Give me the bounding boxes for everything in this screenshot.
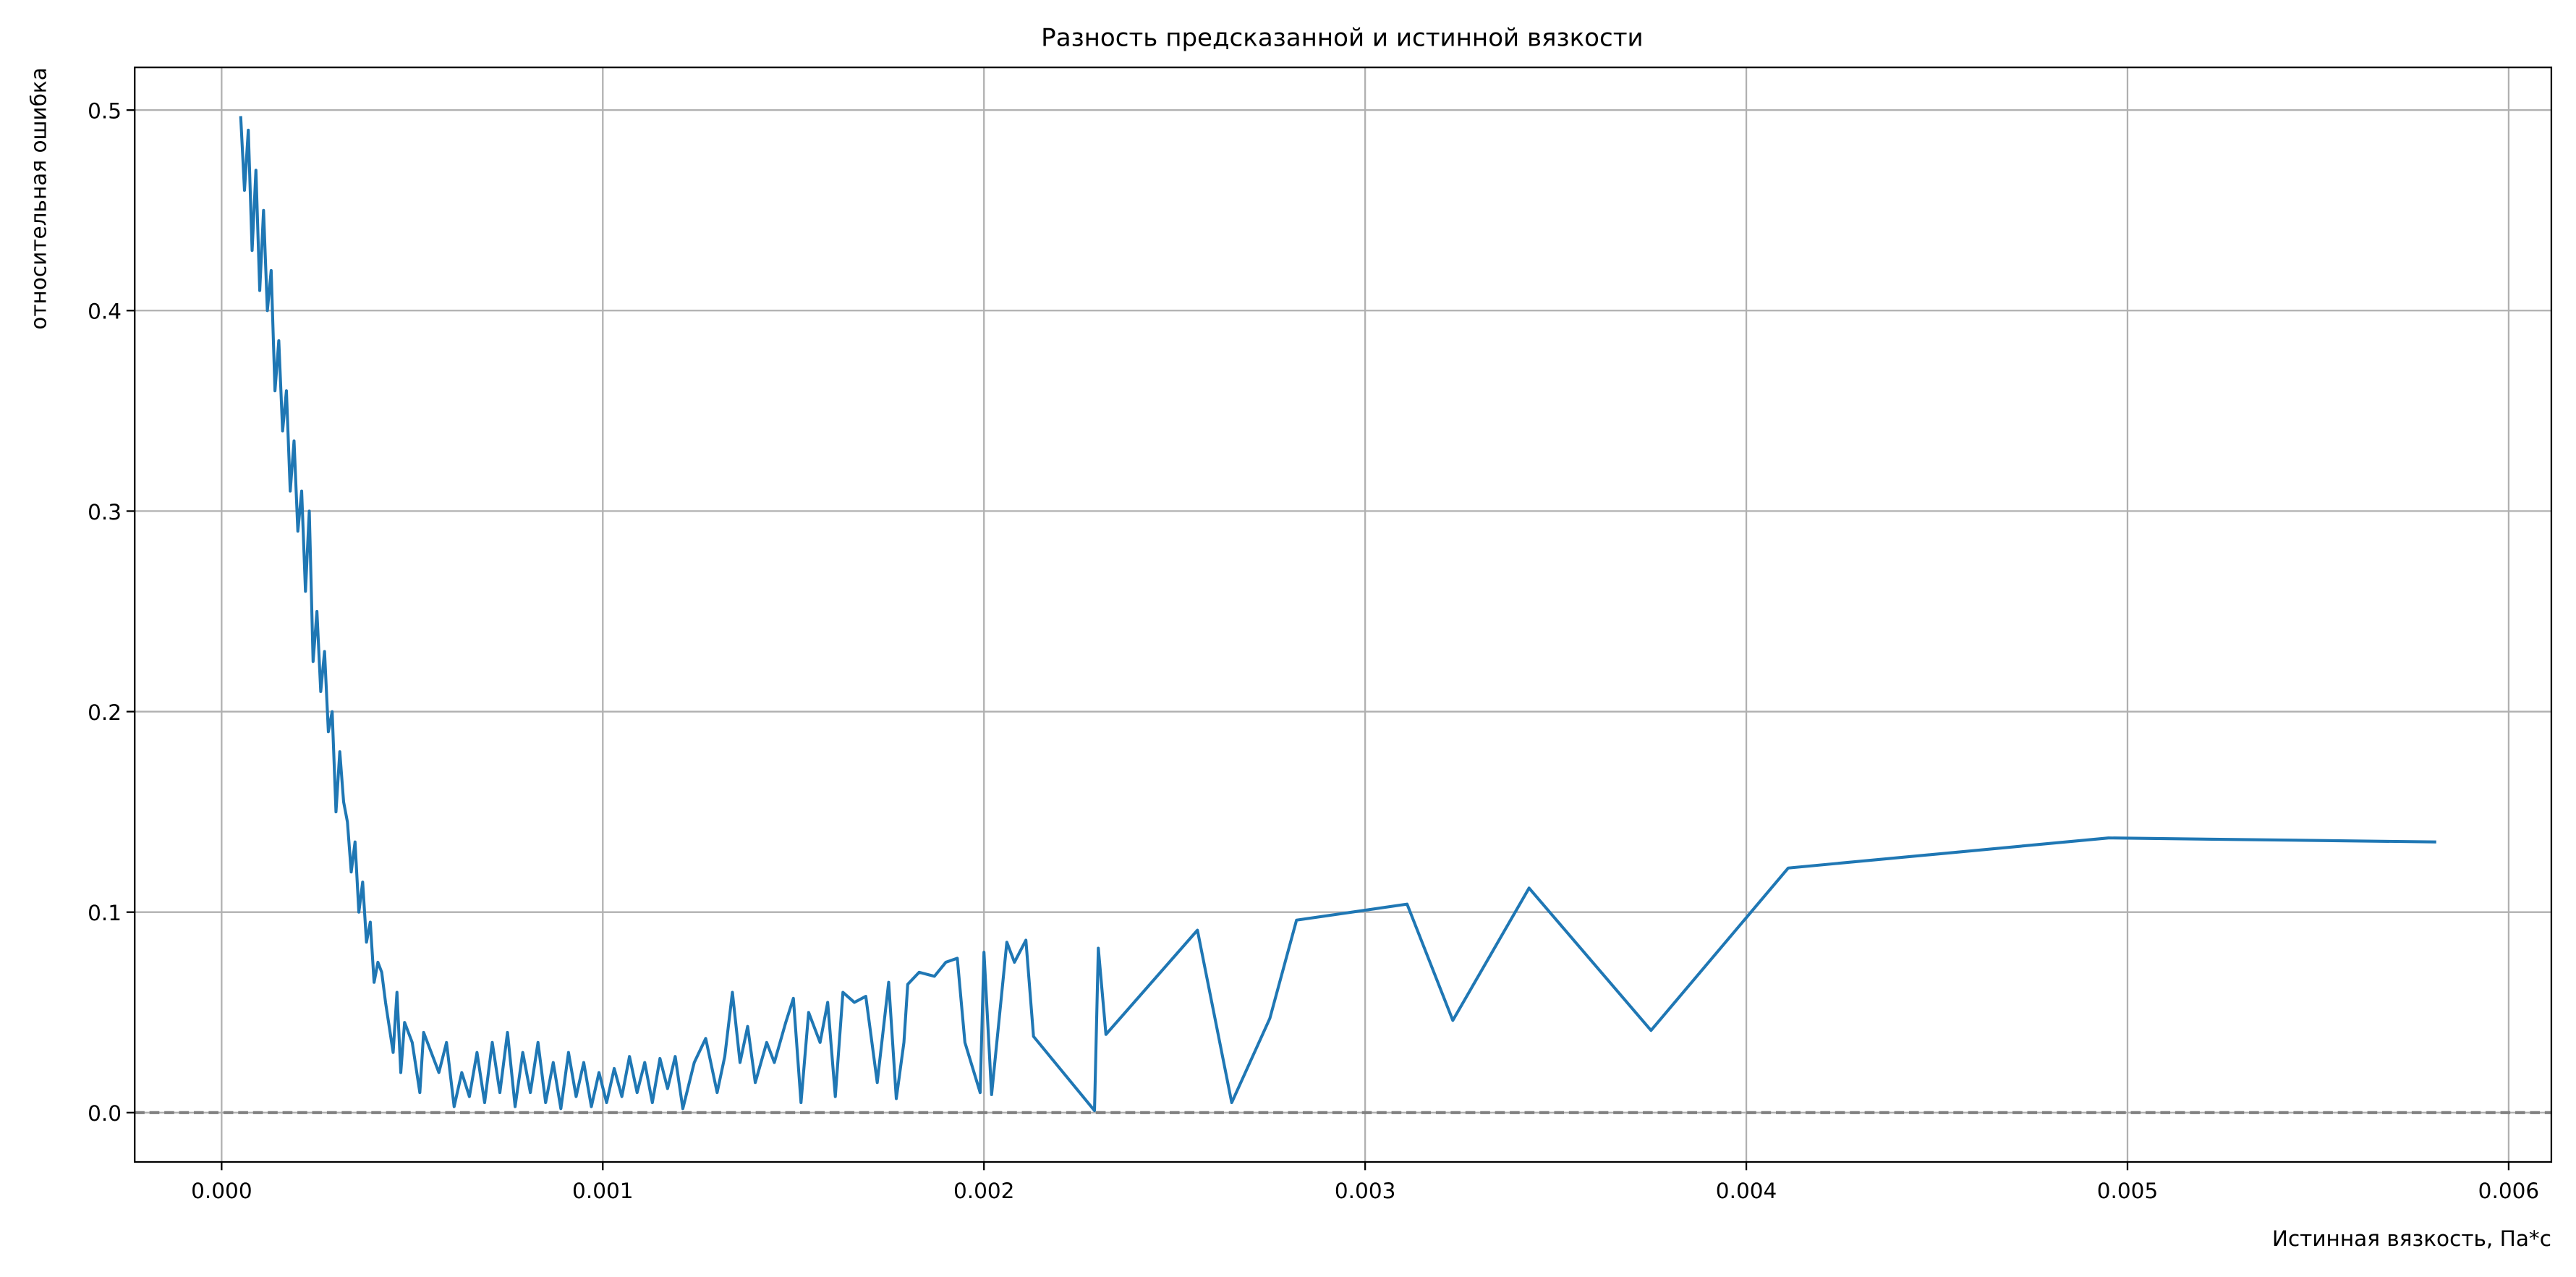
x-tick-label: 0.003 [1335,1179,1395,1203]
y-tick-label: 0.0 [88,1101,122,1126]
y-tick-label: 0.5 [88,99,122,124]
x-tick-label: 0.004 [1716,1179,1777,1203]
x-tick-label: 0.001 [572,1179,633,1203]
plot-frame [134,66,2553,1163]
x-tick-label: 0.006 [2478,1179,2539,1203]
x-tick-label: 0.002 [953,1179,1014,1203]
x-tick-label: 0.000 [191,1179,252,1203]
y-axis-label: относительная ошибка [27,67,51,330]
y-tick-label: 0.4 [88,300,122,324]
y-tick-label: 0.3 [88,500,122,525]
y-tick-label: 0.2 [88,700,122,725]
x-tick-label: 0.005 [2097,1179,2158,1203]
chart-title: Разность предсказанной и истинной вязкос… [1041,24,1644,53]
y-tick-label: 0.1 [88,901,122,925]
x-axis-label: Истинная вязкость, Па*с [2272,1226,2551,1251]
data-line [239,116,2436,1113]
